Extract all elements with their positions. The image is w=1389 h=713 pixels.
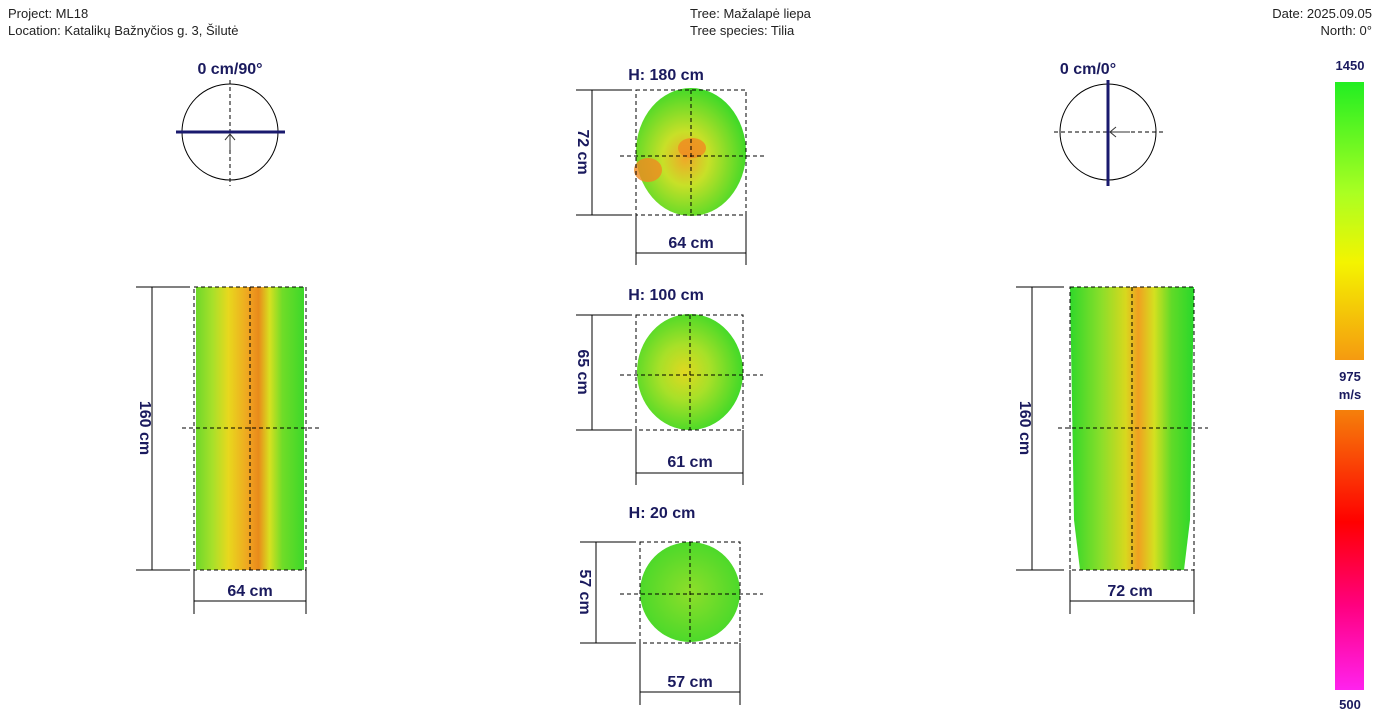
width-label: 61 cm	[667, 454, 712, 471]
height-label: 160 cm	[1016, 401, 1033, 455]
long-view-left: 160 cm 64 cm	[136, 286, 320, 614]
long-view-right: 160 cm 72 cm	[1016, 286, 1208, 614]
section-title: H: 100 cm	[628, 287, 704, 304]
location: Location: Katalikų Bažnyčios g. 3, Šilut…	[8, 23, 239, 38]
section: H: 20 cm 57 cm 57 cm	[576, 505, 763, 705]
compass-right: 0 cm/0°	[1054, 61, 1164, 186]
color-scale: 1450 975 m/s 500	[1335, 58, 1364, 712]
height-label: 160 cm	[136, 401, 153, 455]
species: Tree species: Tilia	[690, 23, 795, 38]
tree: Tree: Mažalapė liepa	[690, 6, 812, 21]
view-title: 0 cm/0°	[1060, 61, 1116, 78]
scale-mid: 975	[1339, 369, 1361, 384]
date: Date: 2025.09.05	[1272, 6, 1372, 21]
width-label: 72 cm	[1107, 583, 1152, 600]
height-label: 57 cm	[576, 569, 593, 614]
section-title: H: 20 cm	[629, 505, 696, 522]
height-label: 72 cm	[574, 129, 591, 174]
section-title: H: 180 cm	[628, 67, 704, 84]
width-label: 64 cm	[668, 235, 713, 252]
width-label: 57 cm	[667, 674, 712, 691]
north: North: 0°	[1321, 23, 1372, 38]
view-title: 0 cm/90°	[197, 61, 262, 78]
height-label: 65 cm	[574, 349, 591, 394]
width-label: 64 cm	[227, 583, 272, 600]
section: H: 100 cm 65 cm 61 cm	[574, 287, 763, 485]
scale-max: 1450	[1336, 58, 1365, 73]
section: H: 180 cm 72 cm 64 cm	[574, 67, 765, 265]
scale-min: 500	[1339, 697, 1361, 712]
project: Project: ML18	[8, 6, 88, 21]
scale-unit: m/s	[1339, 387, 1361, 402]
compass-left: 0 cm/90°	[176, 61, 285, 186]
